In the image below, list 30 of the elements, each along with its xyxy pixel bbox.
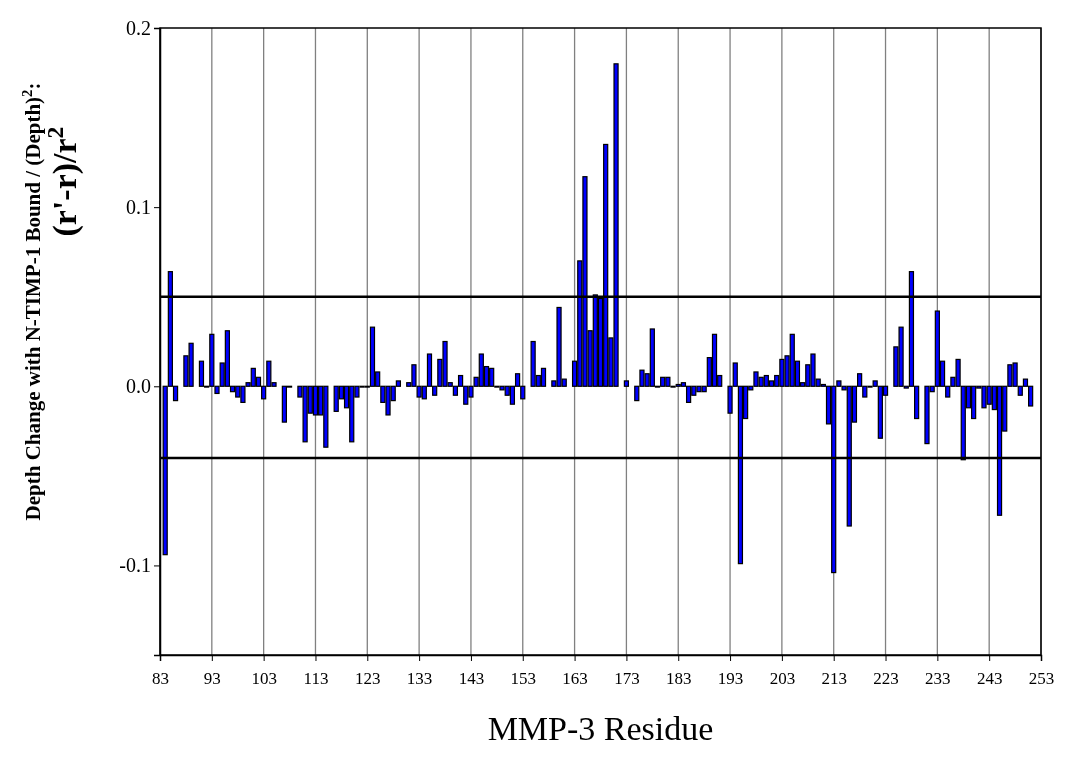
x-tick-label: 93	[203, 669, 221, 689]
x-tick-label: 243	[976, 669, 1003, 689]
x-tick-label: 163	[562, 669, 588, 689]
bar	[685, 385, 692, 404]
x-tick-label: 133	[406, 669, 433, 689]
y-tick-label: -0.1	[119, 554, 151, 577]
x-tick-label: 123	[355, 669, 381, 689]
x-tick-label: 203	[769, 669, 796, 689]
x-tick-label: 233	[925, 669, 951, 689]
x-axis-title: MMP-3 Residue	[487, 710, 714, 747]
x-tick-label: 143	[458, 669, 485, 689]
x-tick-label: 83	[152, 669, 169, 689]
bar	[711, 333, 718, 387]
x-tick-label: 193	[717, 669, 744, 689]
x-tick-label: 173	[614, 669, 640, 689]
x-tick-label: 153	[510, 669, 537, 689]
bar	[540, 367, 547, 387]
bar	[369, 326, 376, 387]
y-tick-label: 0.1	[126, 196, 151, 219]
x-tick-label: 113	[303, 669, 329, 689]
bar	[623, 380, 630, 387]
bar	[198, 360, 205, 387]
x-tick-label: 253	[1028, 669, 1055, 689]
x-tick-label: 103	[251, 669, 277, 689]
bar	[312, 385, 319, 416]
y-tick-label: 0.0	[126, 375, 151, 398]
y-tick-label: 0.2	[126, 16, 151, 39]
x-tick-label: 213	[821, 669, 847, 689]
x-tick-label: 183	[665, 669, 692, 689]
x-tick-label: 223	[873, 669, 899, 689]
